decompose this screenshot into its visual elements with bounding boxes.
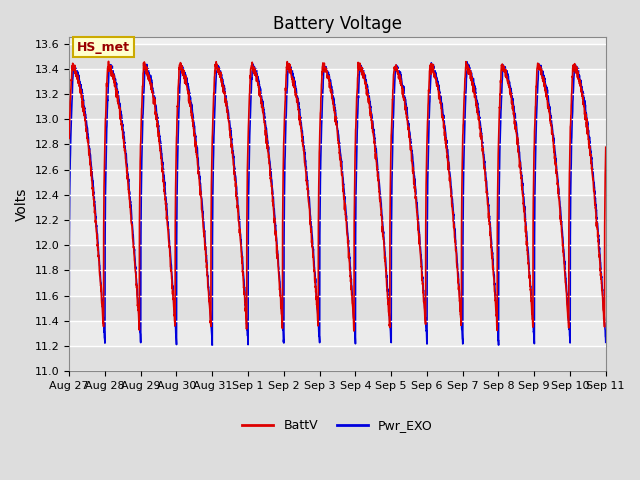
BattV — [350, 328, 358, 334]
Legend: BattV, Pwr_EXO: BattV, Pwr_EXO — [237, 414, 438, 437]
BattV — [534, 60, 541, 66]
BattV — [127, 209, 134, 215]
Bar — [69, 270, 605, 296]
Bar — [69, 44, 605, 69]
Bar — [69, 321, 605, 346]
Pwr_EXO — [602, 339, 609, 345]
BattV — [159, 165, 166, 171]
Bar — [69, 94, 605, 119]
Bar — [69, 169, 605, 195]
Bar — [69, 195, 605, 220]
Pwr_EXO — [591, 195, 599, 201]
Bar — [69, 69, 605, 94]
BattV — [602, 144, 609, 150]
Y-axis label: Volts: Volts — [15, 188, 29, 221]
Pwr_EXO — [271, 216, 279, 221]
Text: HS_met: HS_met — [77, 41, 130, 54]
Pwr_EXO — [534, 86, 541, 92]
BattV — [105, 59, 113, 64]
Pwr_EXO — [294, 96, 302, 101]
Pwr_EXO — [158, 156, 166, 161]
BattV — [592, 205, 600, 211]
Line: Pwr_EXO: Pwr_EXO — [69, 62, 605, 346]
Pwr_EXO — [463, 59, 471, 65]
Bar — [69, 346, 605, 371]
Pwr_EXO — [65, 343, 73, 349]
Bar — [69, 220, 605, 245]
Bar — [69, 144, 605, 169]
Bar — [69, 296, 605, 321]
Bar — [69, 119, 605, 144]
BattV — [271, 230, 279, 236]
BattV — [294, 107, 302, 113]
Bar — [69, 245, 605, 270]
Title: Battery Voltage: Battery Voltage — [273, 15, 402, 33]
Line: BattV: BattV — [69, 61, 605, 331]
Pwr_EXO — [127, 200, 134, 205]
BattV — [65, 135, 73, 141]
